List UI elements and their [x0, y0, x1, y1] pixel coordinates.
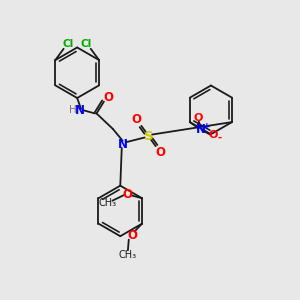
- Text: +: +: [203, 122, 211, 131]
- Text: Cl: Cl: [81, 39, 92, 49]
- Text: CH₃: CH₃: [99, 198, 117, 208]
- Text: N: N: [118, 138, 128, 151]
- Text: N: N: [75, 104, 85, 117]
- Text: CH₃: CH₃: [118, 250, 136, 260]
- Text: O: O: [209, 130, 218, 140]
- Text: O: O: [194, 113, 203, 124]
- Text: O: O: [103, 91, 113, 103]
- Text: -: -: [218, 133, 222, 142]
- Text: H: H: [69, 106, 76, 116]
- Text: Cl: Cl: [62, 39, 74, 49]
- Text: O: O: [127, 229, 137, 242]
- Text: O: O: [132, 113, 142, 127]
- Text: N: N: [196, 123, 206, 136]
- Text: O: O: [123, 188, 133, 201]
- Text: S: S: [144, 130, 153, 142]
- Text: O: O: [155, 146, 165, 159]
